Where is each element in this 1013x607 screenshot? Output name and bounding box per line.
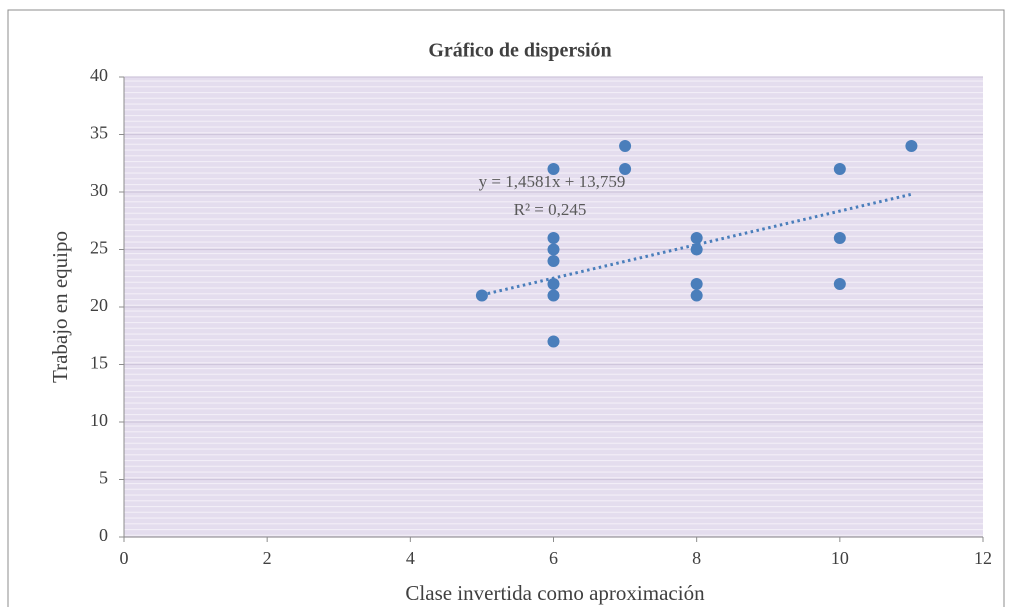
trend-equation: y = 1,4581x + 13,759: [479, 172, 626, 191]
data-point: [547, 232, 560, 244]
x-tick-label: 12: [974, 548, 992, 568]
data-point: [690, 243, 703, 256]
chart-title: Gráfico de dispersión: [428, 40, 611, 62]
data-point: [475, 289, 488, 302]
data-point: [905, 140, 918, 152]
data-point: [833, 163, 846, 175]
y-tick-label: 15: [90, 353, 108, 373]
x-tick-label: 4: [406, 548, 415, 568]
x-tick-label: 8: [692, 548, 701, 568]
data-point: [547, 243, 560, 256]
y-tick-label: 30: [90, 180, 108, 200]
data-point: [547, 163, 560, 175]
data-point: [619, 163, 632, 175]
x-tick-label: 0: [120, 548, 129, 568]
y-tick-label: 5: [99, 468, 108, 488]
y-tick-label: 20: [90, 295, 108, 315]
y-tick-label: 25: [90, 238, 108, 258]
x-tick-label: 2: [263, 548, 272, 568]
data-point: [547, 255, 560, 267]
y-tick-label: 10: [90, 410, 108, 430]
data-point: [833, 278, 846, 290]
x-tick-label: 6: [549, 548, 558, 568]
y-tick-label: 40: [90, 65, 108, 85]
y-tick-label: 0: [99, 525, 108, 545]
data-point: [547, 335, 560, 348]
data-point: [833, 232, 846, 244]
data-point: [547, 289, 560, 302]
x-axis-label: Clase invertida como aproximación: [405, 581, 705, 605]
r-squared: R² = 0,245: [514, 200, 587, 219]
y-axis-label: Trabajo en equipo: [48, 231, 72, 383]
data-point: [690, 289, 703, 302]
data-point: [619, 140, 632, 152]
data-point: [690, 278, 703, 290]
y-tick-label: 35: [90, 123, 108, 143]
data-point: [690, 232, 703, 244]
x-tick-label: 10: [831, 548, 849, 568]
data-point: [547, 278, 560, 290]
